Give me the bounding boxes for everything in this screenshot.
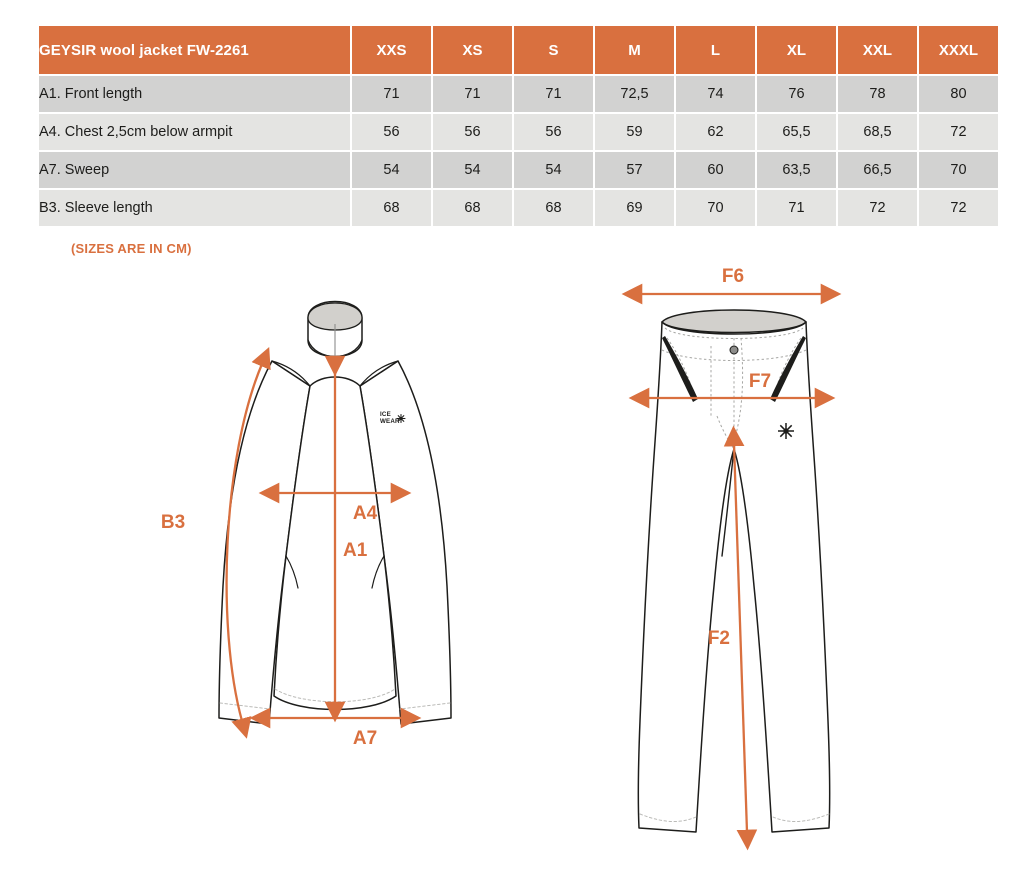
measurement-value: 59	[595, 114, 674, 150]
table-row: A7. Sweep 54 54 54 57 60 63,5 66,5 70	[39, 152, 998, 188]
size-table-header-row: GEYSIR wool jacket FW-2261 XXS XS S M L …	[39, 26, 998, 74]
size-table-container: GEYSIR wool jacket FW-2261 XXS XS S M L …	[37, 24, 1000, 228]
measurement-value: 66,5	[838, 152, 917, 188]
measurement-value: 70	[676, 190, 755, 226]
pants-left-pocket-stitch	[666, 337, 695, 395]
table-row: B3. Sleeve length 68 68 68 69 70 71 72 7…	[39, 190, 998, 226]
snowflake-icon	[778, 423, 794, 439]
pants-left-hem-stitch	[639, 813, 697, 822]
measurement-value: 60	[676, 152, 755, 188]
measurement-label: A7. Sweep	[39, 152, 350, 188]
measurement-value: 68	[433, 190, 512, 226]
measurement-label: A1. Front length	[39, 76, 350, 112]
size-header-l: L	[676, 26, 755, 74]
pants-outline	[637, 309, 831, 833]
size-header-s: S	[514, 26, 593, 74]
measurement-value: 63,5	[757, 152, 836, 188]
pants-waist-button	[729, 345, 739, 355]
size-header-xxl: XXL	[838, 26, 917, 74]
size-header-m: M	[595, 26, 674, 74]
table-row: A1. Front length 71 71 71 72,5 74 76 78 …	[39, 76, 998, 112]
measurement-value: 56	[514, 114, 593, 150]
pants-fly-stitch	[735, 337, 744, 435]
jacket-diagram: ICE WEAR B3 A1	[120, 266, 550, 766]
size-table-body: A1. Front length 71 71 71 72,5 74 76 78 …	[39, 76, 998, 226]
measurement-value: 72,5	[595, 76, 674, 112]
size-header-xl: XL	[757, 26, 836, 74]
measurement-value: 62	[676, 114, 755, 150]
measurement-value: 72	[919, 114, 998, 150]
pants-right-pocket-stitch	[773, 337, 802, 395]
measurement-value: 72	[919, 190, 998, 226]
sleeve-measure-label: B3	[161, 512, 185, 533]
table-row: A4. Chest 2,5cm below armpit 56 56 56 59…	[39, 114, 998, 150]
measurement-value: 68	[514, 190, 593, 226]
hip-measure-label: F7	[749, 371, 771, 392]
measurement-value: 78	[838, 76, 917, 112]
product-title-header: GEYSIR wool jacket FW-2261	[39, 26, 350, 74]
measurement-value: 80	[919, 76, 998, 112]
measurement-value: 71	[757, 190, 836, 226]
jacket-right-shoulder-seam	[359, 360, 399, 387]
jacket-right-raglan-seam	[359, 360, 399, 387]
size-header-xs: XS	[433, 26, 512, 74]
measurement-value: 68	[352, 190, 431, 226]
jacket-brand-logo: ICE WEAR	[380, 411, 406, 425]
pants-left-pocket-edge	[662, 336, 698, 402]
measurement-value: 68,5	[838, 114, 917, 150]
measurement-label: B3. Sleeve length	[39, 190, 350, 226]
waist-measure-label: F6	[722, 266, 744, 287]
illustrations-area: ICE WEAR B3 A1	[0, 266, 1034, 886]
front-length-measure-label: A1	[343, 540, 368, 561]
inseam-measure-arrow	[723, 425, 758, 851]
pants-waistband	[661, 309, 807, 334]
pants-waistband-lower	[661, 321, 807, 335]
logo-line-1: ICE	[380, 411, 391, 418]
jacket-left-raglan-seam	[271, 360, 311, 387]
measurement-value: 74	[676, 76, 755, 112]
sleeve-measure-arrow	[225, 347, 271, 739]
size-table-head: GEYSIR wool jacket FW-2261 XXS XS S M L …	[39, 26, 998, 74]
measurement-label: A4. Chest 2,5cm below armpit	[39, 114, 350, 150]
measurement-value: 71	[352, 76, 431, 112]
size-header-xxxl: XXXL	[919, 26, 998, 74]
measurement-value: 70	[919, 152, 998, 188]
measurement-value: 54	[514, 152, 593, 188]
jacket-right-armhole	[371, 555, 385, 589]
jacket-left-armhole	[285, 555, 299, 589]
pants-diagram: F6 F7 F2	[610, 266, 900, 866]
inseam-measure-label: F2	[708, 628, 730, 649]
measurement-value: 76	[757, 76, 836, 112]
snowflake-icon	[396, 414, 406, 423]
chest-measure-label: A4	[353, 503, 378, 524]
measurement-value: 56	[433, 114, 512, 150]
measurement-value: 72	[838, 190, 917, 226]
measurement-value: 69	[595, 190, 674, 226]
logo-line-2: WEAR	[380, 418, 400, 425]
units-note: (SIZES ARE IN CM)	[71, 241, 192, 256]
measurement-value: 56	[352, 114, 431, 150]
measurement-value: 54	[352, 152, 431, 188]
measurement-value: 65,5	[757, 114, 836, 150]
pants-waistband-stitch-top	[664, 327, 804, 339]
pants-yoke-stitch	[661, 349, 807, 361]
jacket-collar-inner	[307, 302, 363, 331]
size-table: GEYSIR wool jacket FW-2261 XXS XS S M L …	[37, 24, 1000, 228]
pants-right-hem-stitch	[772, 813, 830, 822]
measurement-value: 71	[514, 76, 593, 112]
measurement-value: 54	[433, 152, 512, 188]
pants-brand-logo	[778, 423, 794, 439]
size-header-xxs: XXS	[352, 26, 431, 74]
measurement-value: 71	[433, 76, 512, 112]
measurement-value: 57	[595, 152, 674, 188]
pants-right-pocket-edge	[770, 336, 806, 402]
sweep-measure-label: A7	[353, 728, 377, 749]
jacket-left-shoulder-seam	[271, 360, 311, 387]
